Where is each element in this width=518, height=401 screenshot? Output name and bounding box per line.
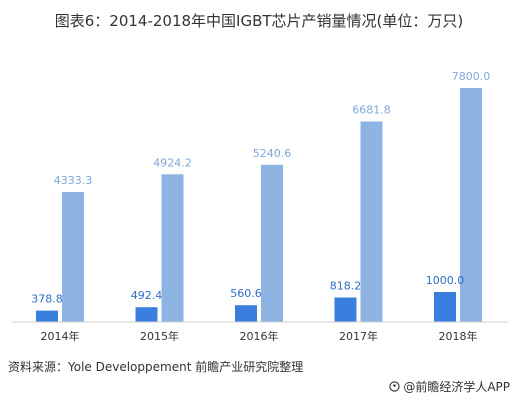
bar-series1-1 — [36, 310, 58, 322]
bar-series1-3 — [235, 305, 257, 322]
bar-series2-5 — [460, 88, 482, 322]
x-tick-label-2: 2015年 — [140, 329, 179, 343]
value-label-series1-4: 818.2 — [330, 280, 362, 293]
bar-series2-4 — [360, 121, 383, 322]
chart-title: 图表6：2014-2018年中国IGBT芯片产销量情况(单位：万只) — [54, 12, 464, 30]
bar-series2-1 — [62, 192, 84, 322]
value-label-series2-2: 4924.2 — [153, 156, 192, 169]
bars-group — [36, 88, 482, 322]
value-labels-group: 378.8 4333.3 492.4 4924.2 560.6 5240.6 818.2 66… — [31, 70, 490, 306]
value-label-series1-3: 560.6 — [230, 287, 262, 300]
bar-series1-4 — [334, 297, 357, 322]
value-label-series1-1: 378.8 — [31, 293, 63, 306]
x-tick-labels-group: 2014年 2015年 2016年 2017年 2018年 — [41, 329, 478, 343]
brand-logo-icon — [389, 381, 400, 392]
value-label-series1-2: 492.4 — [131, 289, 163, 302]
bar-series1-5 — [434, 292, 456, 322]
source-note: 资料来源：Yole Developpement 前瞻产业研究院整理 — [8, 360, 304, 374]
bar-series2-3 — [261, 164, 283, 322]
value-label-series1-5: 1000.0 — [426, 274, 465, 287]
value-label-series2-1: 4333.3 — [54, 174, 93, 187]
value-label-series2-5: 7800.0 — [452, 70, 491, 83]
x-tick-label-3: 2016年 — [240, 329, 279, 343]
x-tick-label-5: 2018年 — [439, 329, 478, 343]
bar-series2-2 — [161, 174, 184, 322]
x-tick-label-4: 2017年 — [339, 329, 378, 343]
value-label-series2-4: 6681.8 — [352, 104, 391, 117]
value-label-series2-3: 5240.6 — [253, 147, 292, 160]
brand-credit: @前瞻经济学人APP — [389, 378, 510, 395]
brand-text: @前瞻经济学人APP — [403, 380, 510, 394]
x-tick-label-1: 2014年 — [41, 329, 80, 343]
bar-series1-2 — [135, 307, 158, 322]
